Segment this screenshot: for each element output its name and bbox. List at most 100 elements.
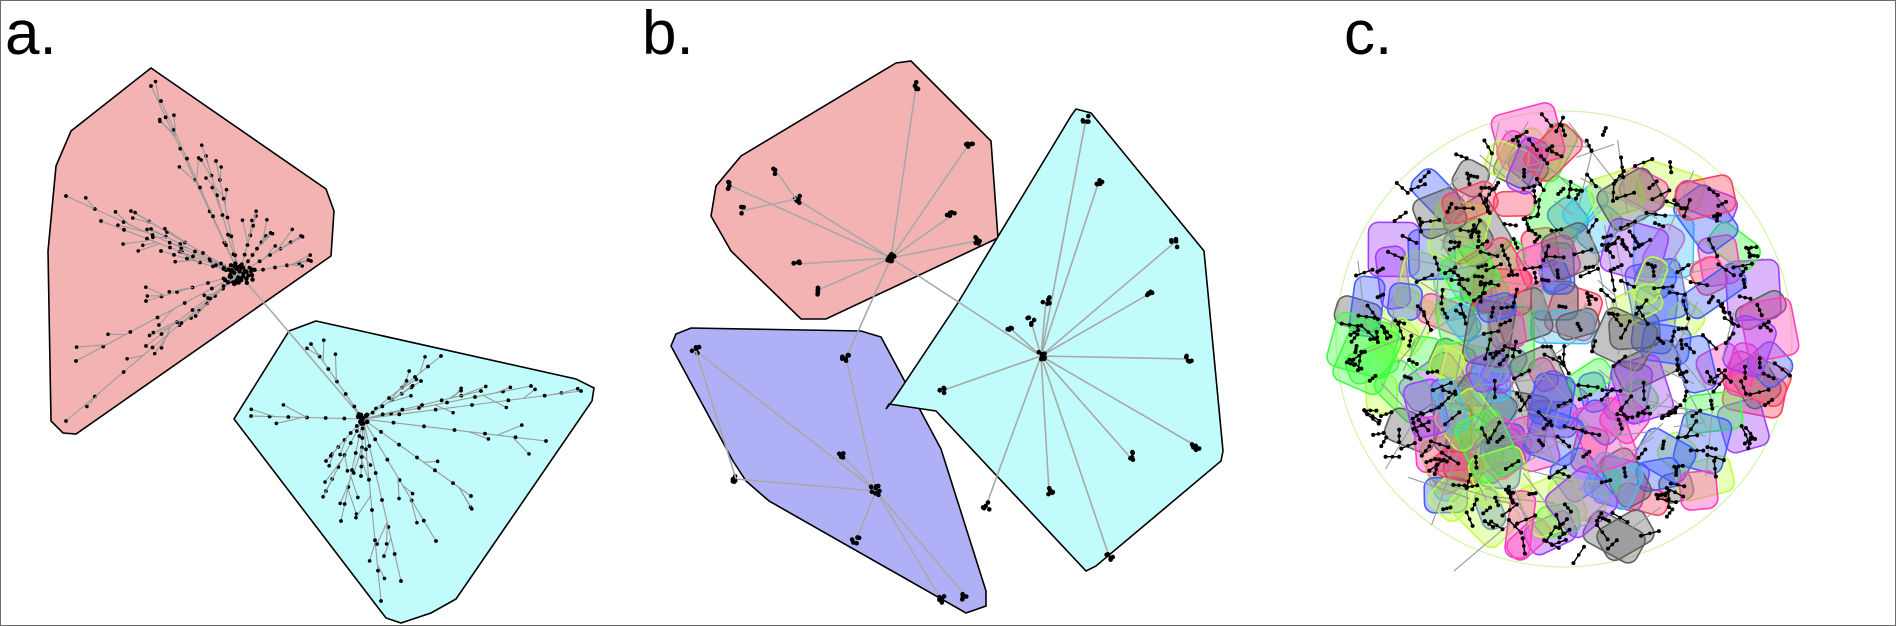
- network-node: [159, 99, 163, 103]
- network-node: [1611, 298, 1616, 303]
- network-node: [404, 378, 409, 383]
- network-node: [158, 119, 162, 124]
- network-node: [159, 249, 163, 253]
- network-edge: [1426, 306, 1473, 334]
- network-node: [144, 285, 148, 289]
- community-hull: [1428, 337, 1477, 383]
- network-edge: [1573, 302, 1587, 340]
- network-node: [226, 267, 231, 272]
- network-node: [1563, 305, 1568, 310]
- network-node: [233, 253, 238, 258]
- network-node: [1471, 223, 1476, 228]
- network-node: [99, 219, 103, 223]
- network-node: [1050, 489, 1056, 495]
- network-node: [1766, 374, 1771, 378]
- community-hull: [1634, 427, 1697, 484]
- network-node: [1742, 281, 1746, 286]
- network-node: [1709, 402, 1714, 407]
- network-edge: [1597, 279, 1616, 297]
- network-node: [415, 455, 419, 460]
- network-node: [1669, 170, 1674, 175]
- network-node: [335, 379, 339, 384]
- network-node: [373, 437, 378, 442]
- network-node: [1759, 313, 1764, 318]
- network-edge: [344, 454, 349, 471]
- network-node: [726, 179, 731, 185]
- network-node: [1660, 492, 1665, 497]
- network-node: [1196, 446, 1202, 451]
- network-edge: [383, 537, 392, 557]
- network-node: [1600, 387, 1605, 392]
- network-node: [1339, 321, 1344, 326]
- network-node: [459, 386, 463, 391]
- network-node: [1561, 115, 1566, 120]
- network-node: [1086, 113, 1091, 119]
- network-node: [1682, 292, 1687, 297]
- network-edge: [262, 219, 268, 241]
- network-node: [1486, 440, 1491, 445]
- network-node: [1473, 455, 1478, 460]
- network-node: [1741, 277, 1746, 282]
- network-node: [1716, 203, 1721, 208]
- network-edge: [740, 198, 797, 212]
- network-node: [1567, 444, 1572, 449]
- network-edge: [1689, 258, 1764, 274]
- network-edge: [1620, 345, 1655, 388]
- network-node: [1684, 379, 1689, 384]
- network-node: [157, 323, 161, 327]
- network-node: [1600, 530, 1605, 534]
- network-node: [1594, 218, 1599, 223]
- network-node: [1589, 294, 1594, 299]
- network-edge: [287, 259, 309, 266]
- network-edge: [353, 447, 363, 474]
- network-edge: [1615, 436, 1654, 463]
- network-node: [1563, 537, 1568, 542]
- network-node: [1497, 362, 1502, 367]
- network-node: [1507, 508, 1512, 512]
- network-node: [1603, 126, 1608, 131]
- network-node: [1422, 182, 1427, 187]
- network-node: [1623, 413, 1627, 418]
- network-node: [1467, 291, 1472, 296]
- network-edge: [1751, 353, 1773, 369]
- network-node: [1632, 284, 1637, 289]
- network-node: [1614, 196, 1619, 201]
- network-node: [211, 214, 215, 219]
- network-node: [1673, 500, 1678, 505]
- network-edge: [1503, 361, 1527, 425]
- network-node: [1496, 329, 1501, 334]
- network-node: [1502, 344, 1507, 349]
- network-node: [986, 507, 992, 512]
- network-node: [1458, 302, 1463, 307]
- network-node: [1513, 294, 1518, 299]
- network-node: [1715, 254, 1720, 259]
- network-node: [1555, 434, 1560, 439]
- network-node: [1555, 268, 1560, 273]
- network-node: [1349, 339, 1354, 344]
- network-edge: [845, 257, 892, 359]
- network-node: [1540, 277, 1545, 282]
- network-node: [470, 507, 474, 511]
- network-edge: [387, 395, 412, 404]
- network-node: [1701, 448, 1706, 453]
- network-edge: [173, 115, 177, 134]
- network-node: [1499, 243, 1504, 248]
- network-node: [226, 232, 230, 237]
- panel-b-label: b.: [642, 0, 694, 68]
- network-node: [1491, 524, 1496, 529]
- network-edge: [1544, 437, 1557, 467]
- network-node: [252, 267, 257, 273]
- network-node: [1463, 321, 1468, 326]
- network-node: [1505, 305, 1509, 310]
- network-node: [1712, 380, 1717, 385]
- network-node: [281, 403, 286, 407]
- network-node: [483, 431, 487, 436]
- network-node: [1624, 246, 1629, 251]
- network-node: [1489, 519, 1494, 524]
- network-node: [1476, 265, 1481, 270]
- network-node: [970, 141, 976, 147]
- network-node: [1448, 505, 1453, 510]
- network-node: [1098, 181, 1103, 187]
- network-node: [439, 354, 443, 358]
